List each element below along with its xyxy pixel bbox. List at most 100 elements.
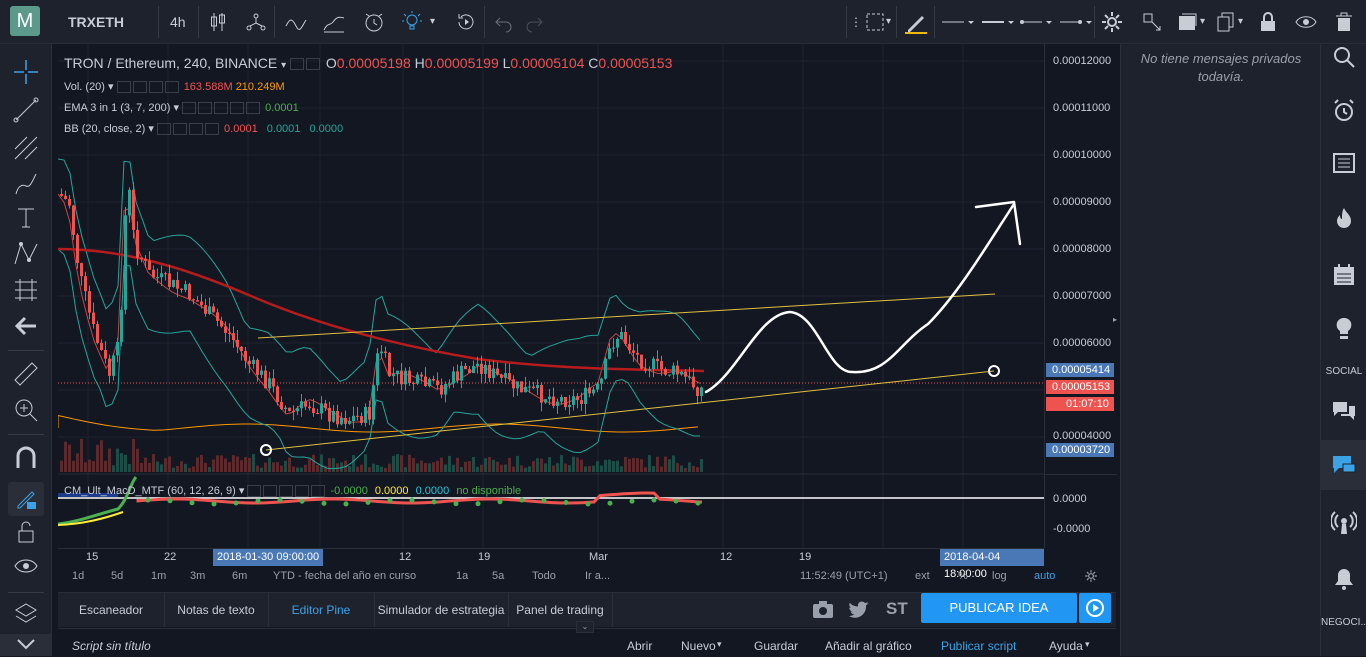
auto-toggle[interactable]: auto: [1034, 570, 1056, 582]
redo-icon[interactable]: [522, 10, 546, 34]
chevron-down-icon[interactable]: ▾: [886, 16, 892, 27]
range-all[interactable]: Todo: [532, 570, 556, 582]
range-6m[interactable]: 6m: [232, 570, 248, 582]
menu-publish-script[interactable]: Publicar script: [941, 639, 1017, 653]
drawings[interactable]: [257, 200, 1022, 456]
tab-trading-panel[interactable]: Panel de trading: [508, 593, 613, 627]
chevron-down-icon[interactable]: ▾: [430, 16, 436, 27]
text-icon[interactable]: [12, 204, 40, 232]
calendar-icon[interactable]: [1331, 262, 1357, 288]
chevron-down-icon[interactable]: ▾: [717, 639, 722, 649]
ext-toggle[interactable]: ext: [915, 570, 930, 582]
lock-icon[interactable]: [1256, 10, 1280, 34]
pattern-icon[interactable]: [12, 240, 40, 268]
tab-scanner[interactable]: Escaneador: [58, 593, 165, 627]
menu-add-to-chart[interactable]: Añadir al gráfico: [825, 639, 912, 653]
chevron-down-icon[interactable]: ▾: [281, 60, 287, 71]
legend-ctrl-icon[interactable]: [116, 81, 131, 94]
range-5d[interactable]: 5d: [111, 570, 124, 582]
chevron-down-icon[interactable]: ▾: [1238, 16, 1244, 27]
close-icon[interactable]: [164, 81, 179, 94]
unlock-icon[interactable]: [12, 518, 40, 546]
range-1y[interactable]: 1a: [456, 570, 469, 582]
main-chart[interactable]: TRON / Ethereum, 240, BINANCE ▾ O0.00005…: [57, 44, 1044, 548]
legend-ctrl-icon[interactable]: [214, 102, 229, 115]
menu-new[interactable]: Nuevo: [681, 639, 716, 653]
alert-icon[interactable]: [362, 10, 386, 34]
legend-ctrl-icon[interactable]: [182, 102, 197, 115]
bell-icon[interactable]: [1331, 566, 1357, 592]
watchlist-icon[interactable]: [1331, 150, 1357, 176]
financials-icon[interactable]: [322, 10, 346, 34]
ideas-bulb-icon[interactable]: [400, 10, 424, 34]
camera-icon[interactable]: [812, 599, 834, 619]
log-toggle[interactable]: log: [992, 570, 1007, 582]
menu-help[interactable]: Ayuda: [1049, 639, 1083, 653]
prediction-icon[interactable]: [12, 276, 40, 304]
alarm-clock-icon[interactable]: [1331, 98, 1357, 124]
publish-idea-button[interactable]: PUBLICAR IDEA: [921, 593, 1077, 623]
legend-settings-icon[interactable]: [306, 58, 320, 71]
price-scale[interactable]: 0.00012000 0.00011000 0.00010000 0.00009…: [1044, 44, 1117, 548]
ema-legend[interactable]: EMA 3 in 1 (3, 7, 200) ▾ 0.0001: [64, 101, 299, 115]
line-style-icon[interactable]: [940, 10, 974, 34]
brush-icon[interactable]: [904, 10, 928, 34]
clock[interactable]: 11:52:49 (UTC+1): [800, 570, 888, 582]
tradingview-logo[interactable]: M: [10, 6, 40, 36]
tab-strategy-tester[interactable]: Simulador de estrategia: [374, 593, 509, 627]
legend-ctrl-icon[interactable]: [156, 123, 171, 136]
close-icon[interactable]: [311, 485, 326, 498]
range-1m[interactable]: 1m: [151, 570, 167, 582]
range-ytd[interactable]: YTD - fecha del año en curso: [273, 570, 417, 582]
menu-save[interactable]: Guardar: [754, 639, 799, 653]
legend-ctrl-icon[interactable]: [263, 485, 278, 498]
legend-ctrl-icon[interactable]: [198, 102, 213, 115]
search-icon[interactable]: [1331, 44, 1357, 70]
legend-ctrl-icon[interactable]: [230, 102, 245, 115]
undo-icon[interactable]: [492, 10, 516, 34]
close-icon[interactable]: [204, 123, 219, 136]
ruler-icon[interactable]: [12, 360, 40, 388]
interval-selector[interactable]: 4h: [170, 14, 186, 30]
chevron-down-icon[interactable]: ▾: [1085, 639, 1090, 649]
arrow-left-icon[interactable]: [12, 312, 40, 340]
range-1d[interactable]: 1d: [72, 570, 85, 582]
volume-legend[interactable]: Vol. (20) ▾ 163.588M 210.249M: [64, 80, 285, 94]
time-scale[interactable]: 15 22 2018-01-30 09:00:00 12 19 Mar 12 1…: [58, 548, 1044, 580]
chevron-down-icon[interactable]: ▾: [148, 123, 154, 135]
gear-icon[interactable]: [1100, 10, 1124, 34]
chart-canvas[interactable]: [57, 44, 1044, 548]
menu-open[interactable]: Abrir: [627, 639, 653, 653]
legend-ctrl-icon[interactable]: [148, 81, 163, 94]
range-5y[interactable]: 5a: [492, 570, 505, 582]
tab-pine-editor[interactable]: Editor Pine: [268, 593, 375, 627]
percent-toggle[interactable]: %: [958, 570, 968, 582]
symbol-search[interactable]: TRXETH: [68, 14, 124, 30]
legend-eye-icon[interactable]: [290, 58, 304, 71]
trend-line-icon[interactable]: [12, 96, 40, 124]
gear-icon[interactable]: [1084, 569, 1098, 583]
collapse-toolbar[interactable]: [0, 634, 52, 656]
object-tree-icon[interactable]: [1140, 10, 1164, 34]
legend-ctrl-icon[interactable]: [188, 123, 203, 136]
copy-icon[interactable]: [1214, 10, 1238, 34]
drag-handle[interactable]: ⋮: [850, 15, 862, 29]
macd-legend[interactable]: CM_Ult_MacD_MTF (60, 12, 26, 9) ▾ -0.000…: [64, 484, 521, 498]
candles-icon[interactable]: [206, 10, 230, 34]
line-start-icon[interactable]: [1018, 10, 1052, 34]
trading-label[interactable]: NEGOCI...: [1321, 617, 1366, 628]
chevron-down-icon[interactable]: ▾: [238, 485, 245, 497]
script-title[interactable]: Script sin título: [72, 639, 151, 653]
legend-ctrl-icon[interactable]: [279, 485, 294, 498]
twitter-icon[interactable]: [848, 599, 870, 619]
trash-icon[interactable]: [1332, 10, 1356, 34]
layers-icon[interactable]: [12, 600, 40, 628]
indicators-icon[interactable]: [284, 10, 308, 34]
crosshair-icon[interactable]: [12, 58, 40, 86]
collapse-panel-arrow[interactable]: ▸: [1113, 315, 1118, 324]
hotlist-fire-icon[interactable]: [1331, 206, 1357, 232]
bb-legend[interactable]: BB (20, close, 2) ▾ 0.0001 0.0001 0.0000: [64, 122, 343, 136]
chat-icon[interactable]: [1331, 398, 1357, 424]
ideas-bulb-icon[interactable]: [1331, 316, 1357, 342]
chevron-down-icon[interactable]: ▾: [1200, 16, 1206, 27]
